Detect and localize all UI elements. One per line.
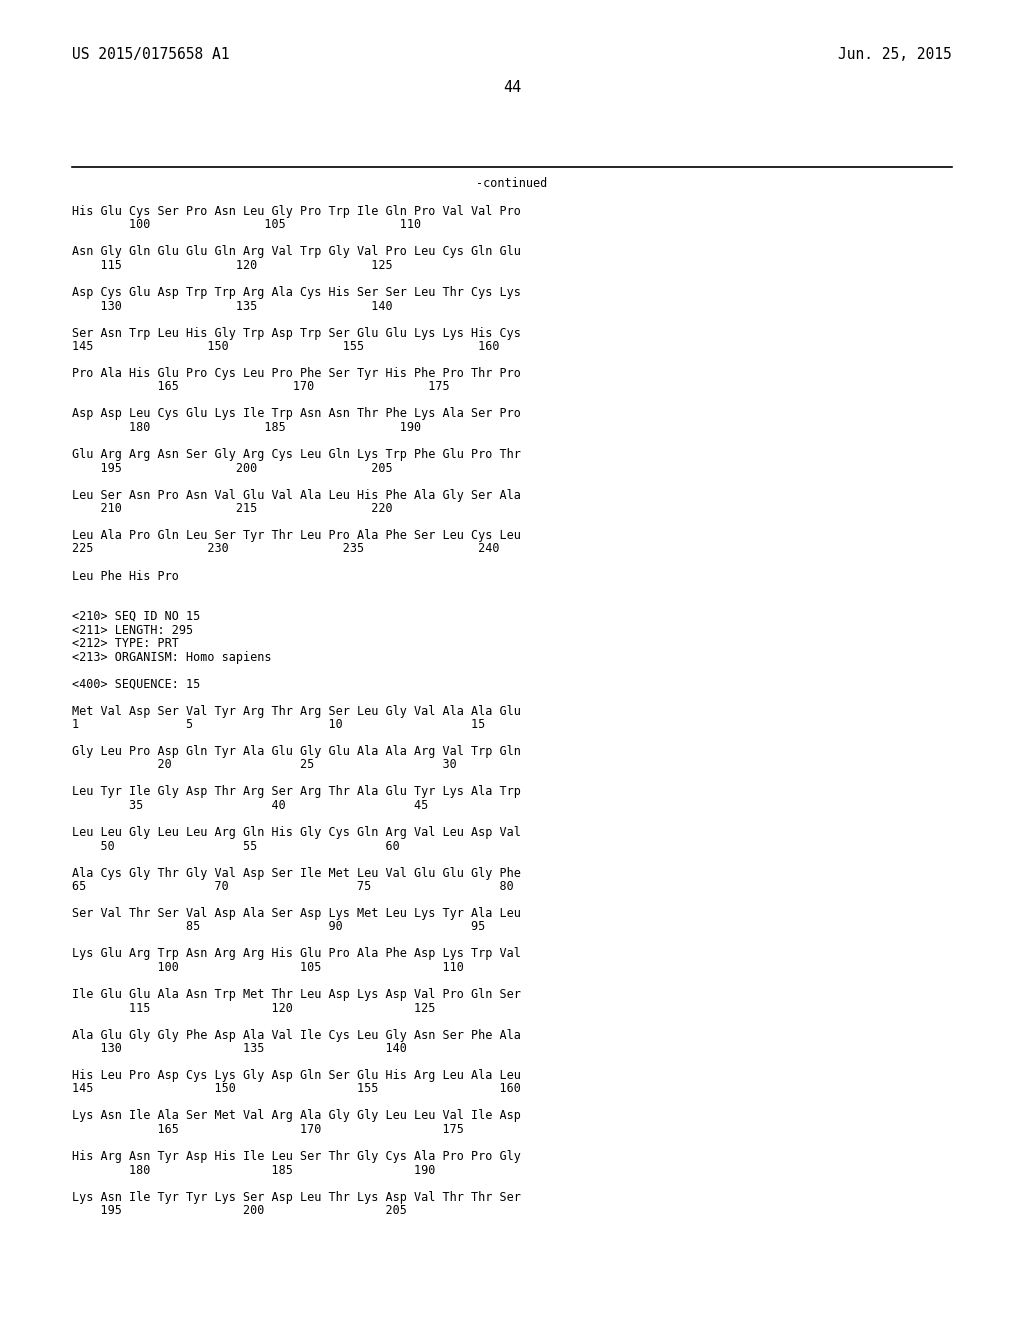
Text: 115                120                125: 115 120 125 [72, 259, 392, 272]
Text: <212> TYPE: PRT: <212> TYPE: PRT [72, 638, 179, 649]
Text: <400> SEQUENCE: 15: <400> SEQUENCE: 15 [72, 677, 201, 690]
Text: Met Val Asp Ser Val Tyr Arg Thr Arg Ser Leu Gly Val Ala Ala Glu: Met Val Asp Ser Val Tyr Arg Thr Arg Ser … [72, 705, 521, 718]
Text: 50                  55                  60: 50 55 60 [72, 840, 399, 853]
Text: Pro Ala His Glu Pro Cys Leu Pro Phe Ser Tyr His Phe Pro Thr Pro: Pro Ala His Glu Pro Cys Leu Pro Phe Ser … [72, 367, 521, 380]
Text: 85                  90                  95: 85 90 95 [72, 920, 485, 933]
Text: Ala Glu Gly Gly Phe Asp Ala Val Ile Cys Leu Gly Asn Ser Phe Ala: Ala Glu Gly Gly Phe Asp Ala Val Ile Cys … [72, 1028, 521, 1041]
Text: <211> LENGTH: 295: <211> LENGTH: 295 [72, 623, 194, 636]
Text: Jun. 25, 2015: Jun. 25, 2015 [839, 48, 952, 62]
Text: Ile Glu Glu Ala Asn Trp Met Thr Leu Asp Lys Asp Val Pro Gln Ser: Ile Glu Glu Ala Asn Trp Met Thr Leu Asp … [72, 987, 521, 1001]
Text: US 2015/0175658 A1: US 2015/0175658 A1 [72, 48, 229, 62]
Text: Leu Phe His Pro: Leu Phe His Pro [72, 569, 179, 582]
Text: Leu Leu Gly Leu Leu Arg Gln His Gly Cys Gln Arg Val Leu Asp Val: Leu Leu Gly Leu Leu Arg Gln His Gly Cys … [72, 826, 521, 840]
Text: 1               5                   10                  15: 1 5 10 15 [72, 718, 485, 731]
Text: Ala Cys Gly Thr Gly Val Asp Ser Ile Met Leu Val Glu Glu Gly Phe: Ala Cys Gly Thr Gly Val Asp Ser Ile Met … [72, 866, 521, 879]
Text: 100                105                110: 100 105 110 [72, 219, 421, 231]
Text: Leu Tyr Ile Gly Asp Thr Arg Ser Arg Thr Ala Glu Tyr Lys Ala Trp: Leu Tyr Ile Gly Asp Thr Arg Ser Arg Thr … [72, 785, 521, 799]
Text: Lys Glu Arg Trp Asn Arg Arg His Glu Pro Ala Phe Asp Lys Trp Val: Lys Glu Arg Trp Asn Arg Arg His Glu Pro … [72, 948, 521, 961]
Text: <213> ORGANISM: Homo sapiens: <213> ORGANISM: Homo sapiens [72, 651, 271, 664]
Text: 165                170                175: 165 170 175 [72, 380, 450, 393]
Text: 145                 150                 155                 160: 145 150 155 160 [72, 1082, 521, 1096]
Text: 225                230                235                240: 225 230 235 240 [72, 543, 500, 556]
Text: 180                 185                 190: 180 185 190 [72, 1163, 435, 1176]
Text: Ser Val Thr Ser Val Asp Ala Ser Asp Lys Met Leu Lys Tyr Ala Leu: Ser Val Thr Ser Val Asp Ala Ser Asp Lys … [72, 907, 521, 920]
Text: 65                  70                  75                  80: 65 70 75 80 [72, 880, 514, 894]
Text: 35                  40                  45: 35 40 45 [72, 799, 428, 812]
Text: 210                215                220: 210 215 220 [72, 502, 392, 515]
Text: -continued: -continued [476, 177, 548, 190]
Text: Leu Ser Asn Pro Asn Val Glu Val Ala Leu His Phe Ala Gly Ser Ala: Leu Ser Asn Pro Asn Val Glu Val Ala Leu … [72, 488, 521, 502]
Text: Asp Asp Leu Cys Glu Lys Ile Trp Asn Asn Thr Phe Lys Ala Ser Pro: Asp Asp Leu Cys Glu Lys Ile Trp Asn Asn … [72, 408, 521, 421]
Text: 44: 44 [503, 81, 521, 95]
Text: 20                  25                  30: 20 25 30 [72, 759, 457, 771]
Text: 130                135                140: 130 135 140 [72, 300, 392, 313]
Text: Lys Asn Ile Tyr Tyr Lys Ser Asp Leu Thr Lys Asp Val Thr Thr Ser: Lys Asn Ile Tyr Tyr Lys Ser Asp Leu Thr … [72, 1191, 521, 1204]
Text: 130                 135                 140: 130 135 140 [72, 1041, 407, 1055]
Text: Asp Cys Glu Asp Trp Trp Arg Ala Cys His Ser Ser Leu Thr Cys Lys: Asp Cys Glu Asp Trp Trp Arg Ala Cys His … [72, 286, 521, 300]
Text: 180                185                190: 180 185 190 [72, 421, 421, 434]
Text: His Glu Cys Ser Pro Asn Leu Gly Pro Trp Ile Gln Pro Val Val Pro: His Glu Cys Ser Pro Asn Leu Gly Pro Trp … [72, 205, 521, 218]
Text: <210> SEQ ID NO 15: <210> SEQ ID NO 15 [72, 610, 201, 623]
Text: His Arg Asn Tyr Asp His Ile Leu Ser Thr Gly Cys Ala Pro Pro Gly: His Arg Asn Tyr Asp His Ile Leu Ser Thr … [72, 1150, 521, 1163]
Text: His Leu Pro Asp Cys Lys Gly Asp Gln Ser Glu His Arg Leu Ala Leu: His Leu Pro Asp Cys Lys Gly Asp Gln Ser … [72, 1069, 521, 1082]
Text: Lys Asn Ile Ala Ser Met Val Arg Ala Gly Gly Leu Leu Val Ile Asp: Lys Asn Ile Ala Ser Met Val Arg Ala Gly … [72, 1110, 521, 1122]
Text: Gly Leu Pro Asp Gln Tyr Ala Glu Gly Glu Ala Ala Arg Val Trp Gln: Gly Leu Pro Asp Gln Tyr Ala Glu Gly Glu … [72, 744, 521, 758]
Text: 165                 170                 175: 165 170 175 [72, 1123, 464, 1137]
Text: Asn Gly Gln Glu Glu Gln Arg Val Trp Gly Val Pro Leu Cys Gln Glu: Asn Gly Gln Glu Glu Gln Arg Val Trp Gly … [72, 246, 521, 259]
Text: 145                150                155                160: 145 150 155 160 [72, 341, 500, 352]
Text: Glu Arg Arg Asn Ser Gly Arg Cys Leu Gln Lys Trp Phe Glu Pro Thr: Glu Arg Arg Asn Ser Gly Arg Cys Leu Gln … [72, 447, 521, 461]
Text: 195                 200                 205: 195 200 205 [72, 1204, 407, 1217]
Text: 115                 120                 125: 115 120 125 [72, 1002, 435, 1015]
Text: 100                 105                 110: 100 105 110 [72, 961, 464, 974]
Text: 195                200                205: 195 200 205 [72, 462, 392, 474]
Text: Leu Ala Pro Gln Leu Ser Tyr Thr Leu Pro Ala Phe Ser Leu Cys Leu: Leu Ala Pro Gln Leu Ser Tyr Thr Leu Pro … [72, 529, 521, 543]
Text: Ser Asn Trp Leu His Gly Trp Asp Trp Ser Glu Glu Lys Lys His Cys: Ser Asn Trp Leu His Gly Trp Asp Trp Ser … [72, 326, 521, 339]
